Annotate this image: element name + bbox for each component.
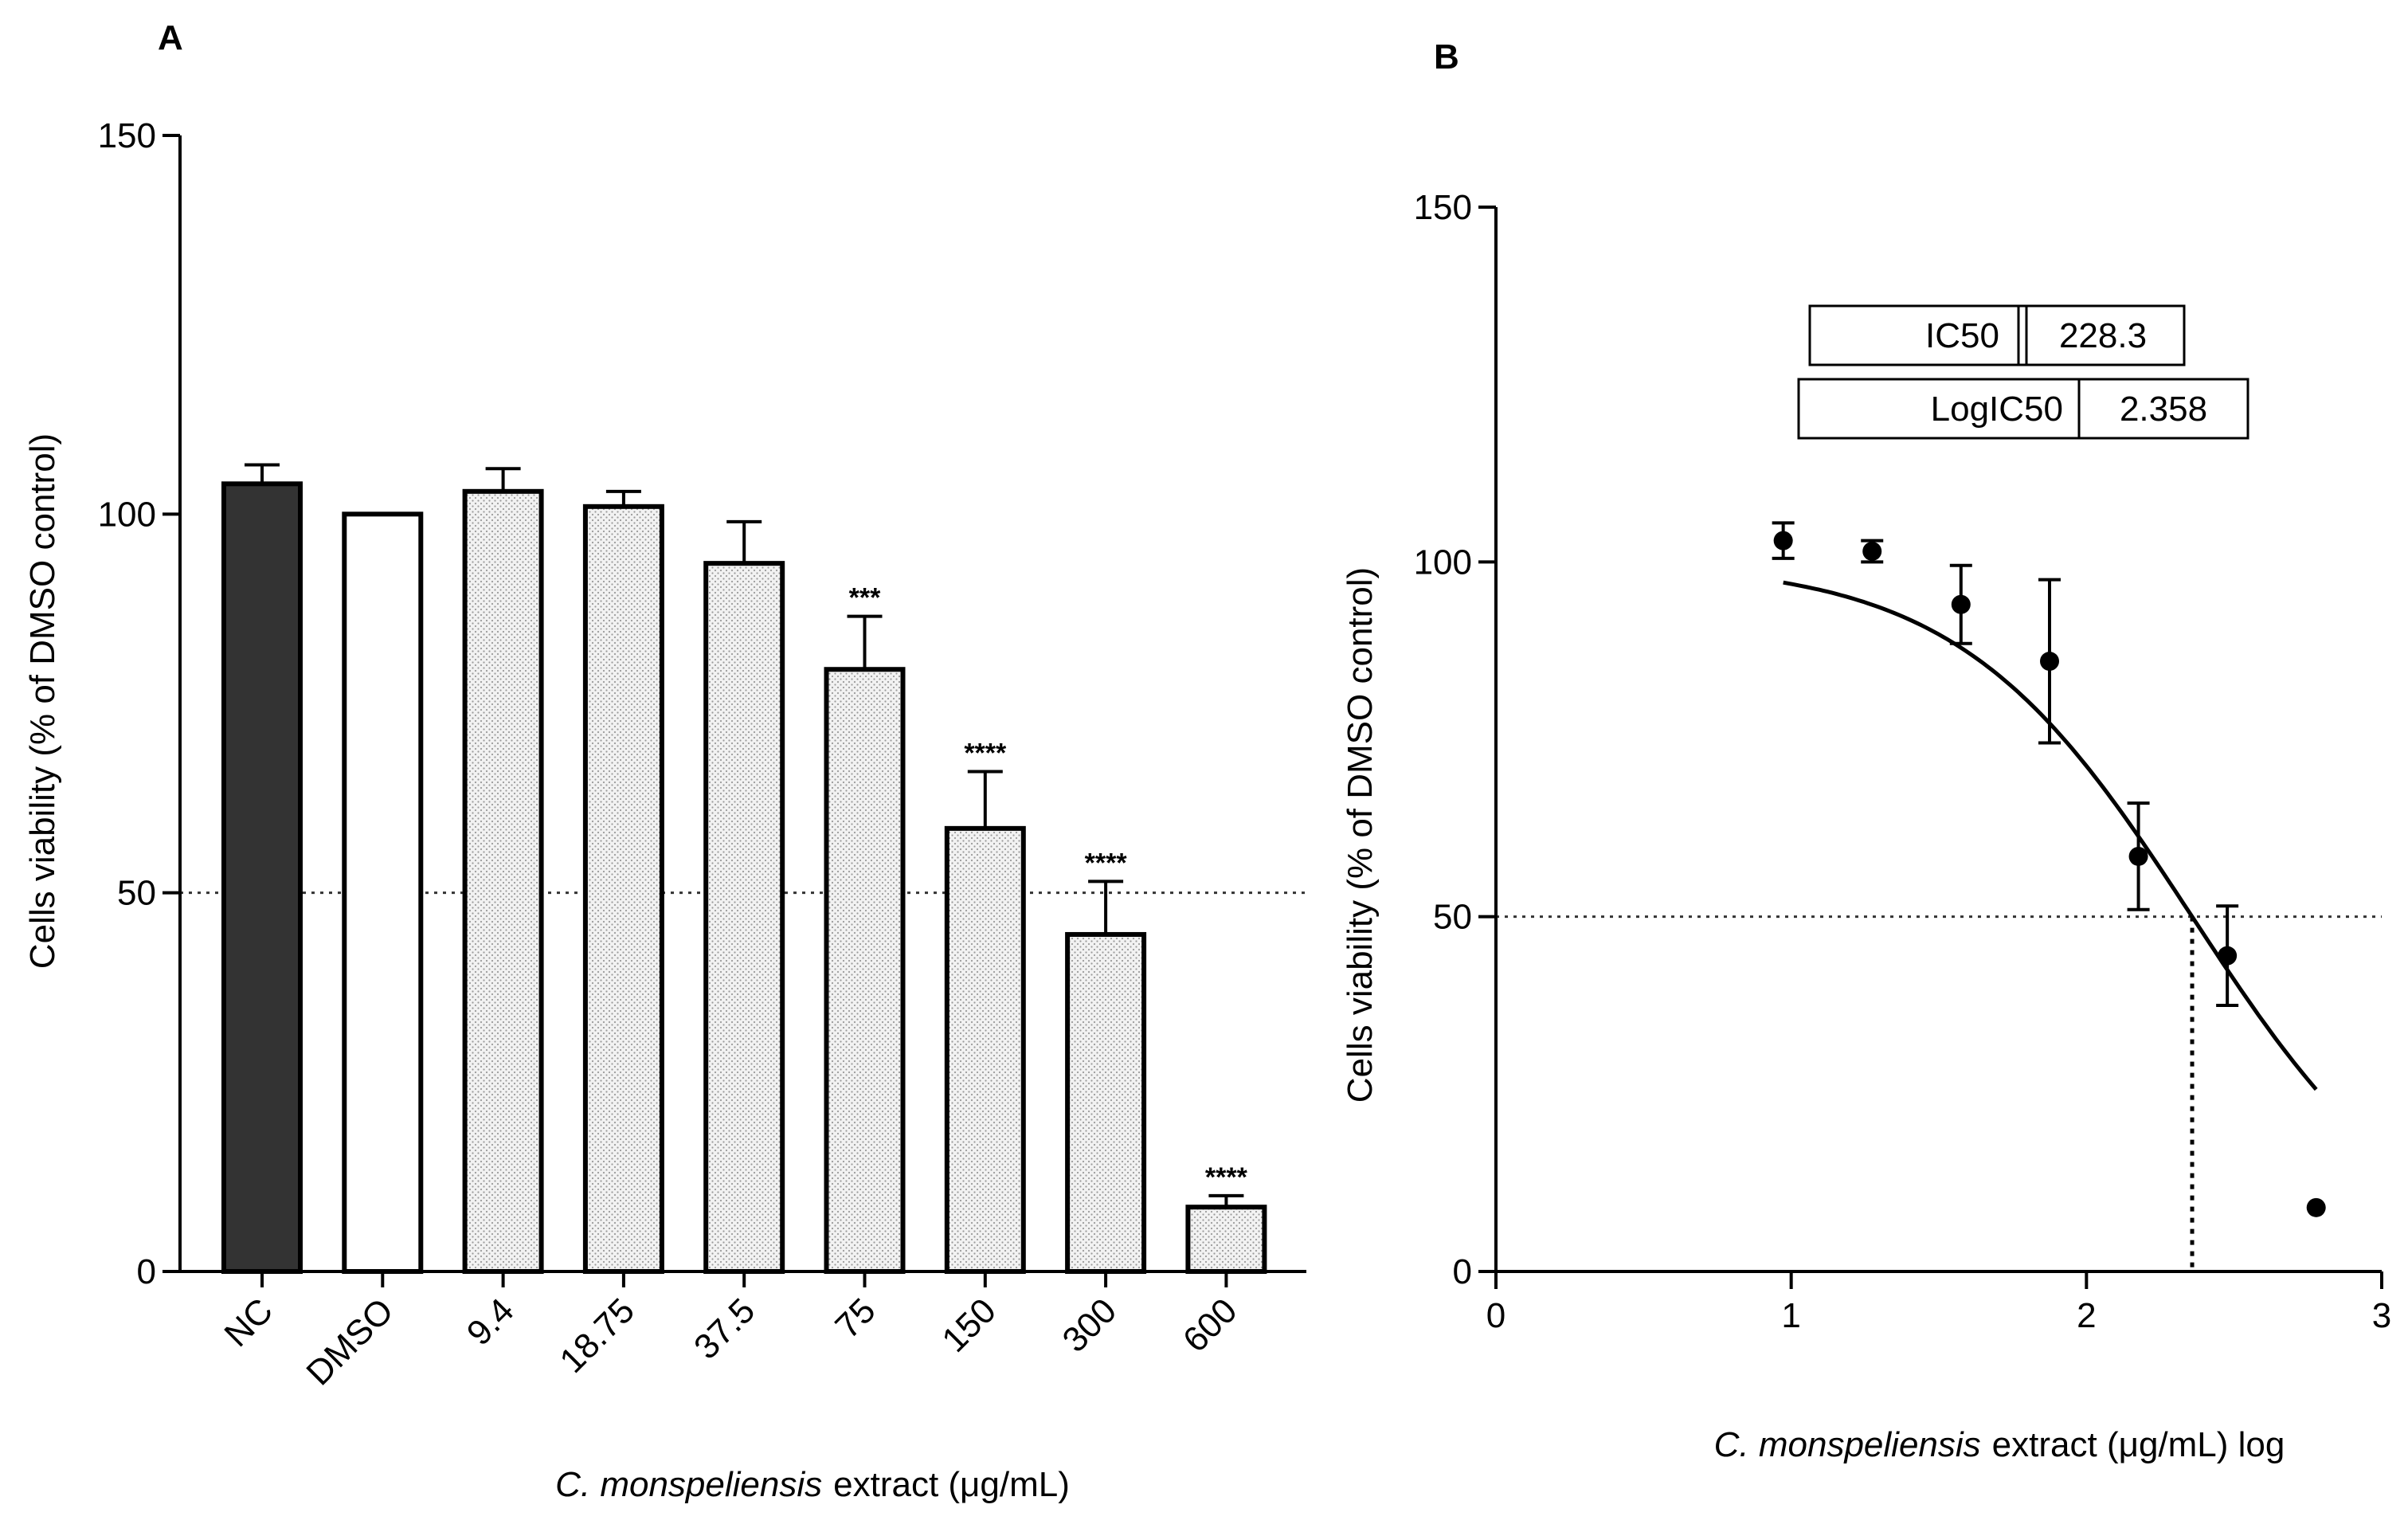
x-tick-label-a: NC [217, 1291, 280, 1354]
axes-b: 0 50 100 150 0 1 2 3 [1414, 188, 2392, 1335]
x-tick-label-a: 9.4 [460, 1291, 522, 1353]
x-tick-label-b: 3 [2372, 1296, 2391, 1335]
y-axis-label-a: Cells viability (% of DMSO control) [23, 433, 62, 969]
x-axis-label-a: C. monspeliensis extract (μg/mL) [555, 1465, 1070, 1504]
bar-75 [824, 667, 906, 1274]
data-point [2128, 846, 2148, 866]
y-tick-label-b: 0 [1453, 1252, 1472, 1291]
ic50-table: IC50 228.3 LogIC50 2.358 [1797, 304, 2249, 440]
y-tick-label-b: 100 [1414, 543, 1472, 582]
x-label-unit-b: extract (μg/mL) log [1992, 1425, 2285, 1464]
ic50-row-box [1808, 304, 2028, 366]
y-tick-label-b: 150 [1414, 188, 1472, 227]
y-tick-label-a: 100 [98, 495, 156, 534]
bar-DMSO [342, 511, 424, 1274]
panel-b-dose-response: B 0 50 100 150 0 1 2 3 IC50 228.3 LogIC50 2.358… [1341, 37, 2391, 1464]
x-label-unit-a: extract (μg/mL) [833, 1465, 1070, 1504]
x-axis-label-b: C. monspeliensis extract (μg/mL) log [1714, 1425, 2285, 1464]
data-point [1951, 594, 1971, 614]
x-tick-label-a: 37.5 [687, 1291, 762, 1366]
logic50-label: LogIC50 [1931, 390, 2063, 429]
data-point [2218, 946, 2238, 966]
ic50-value: 228.3 [2059, 316, 2147, 355]
x-tick-label-a: 18.75 [552, 1291, 642, 1381]
x-label-species-a: C. monspeliensis [555, 1465, 822, 1504]
bar-600 [1185, 1205, 1267, 1275]
x-tick-label-a: DMSO [299, 1291, 401, 1393]
bar-9.4 [462, 488, 544, 1274]
y-tick-label-a: 50 [117, 874, 156, 913]
bar-37.5 [703, 561, 785, 1274]
data-point [2040, 652, 2059, 672]
x-tick-label-b: 2 [2077, 1296, 2096, 1335]
x-label-species-b: C. monspeliensis [1714, 1425, 1981, 1464]
reference-lines-b [1496, 915, 2382, 1271]
x-tick-label-a: 600 [1176, 1291, 1245, 1360]
significance-label: **** [964, 739, 1007, 769]
significance-label: *** [849, 583, 881, 613]
y-tick-label-a: 0 [137, 1252, 156, 1291]
bar-300 [1065, 931, 1147, 1275]
x-tick-label-a: 150 [934, 1291, 1004, 1360]
bar-150 [944, 825, 1026, 1274]
significance-label: **** [1205, 1162, 1248, 1193]
y-tick-label-a: 150 [98, 116, 156, 155]
bar-NC [221, 481, 303, 1274]
logic50-value: 2.358 [2120, 390, 2207, 429]
data-point [1773, 531, 1793, 550]
y-tick-label-b: 50 [1433, 898, 1472, 937]
data-points [1772, 521, 2326, 1217]
data-point [1862, 541, 1882, 561]
ic50-label: IC50 [1925, 316, 1999, 355]
significance-label: **** [1085, 848, 1128, 878]
bars: *************** [221, 463, 1267, 1275]
x-tick-label-b: 0 [1486, 1296, 1505, 1335]
bar-18.75 [582, 503, 664, 1274]
data-point [2306, 1197, 2326, 1217]
y-axis-label-b: Cells viability (% of DMSO control) [1341, 567, 1380, 1103]
logic50-row-box [1797, 378, 2081, 440]
panel-letter-b: B [1434, 37, 1459, 76]
x-tick-label-a: 300 [1055, 1291, 1125, 1360]
x-tick-label-a: 75 [828, 1291, 883, 1346]
x-tick-label-b: 1 [1781, 1296, 1800, 1335]
panel-letter-a: A [158, 18, 183, 57]
